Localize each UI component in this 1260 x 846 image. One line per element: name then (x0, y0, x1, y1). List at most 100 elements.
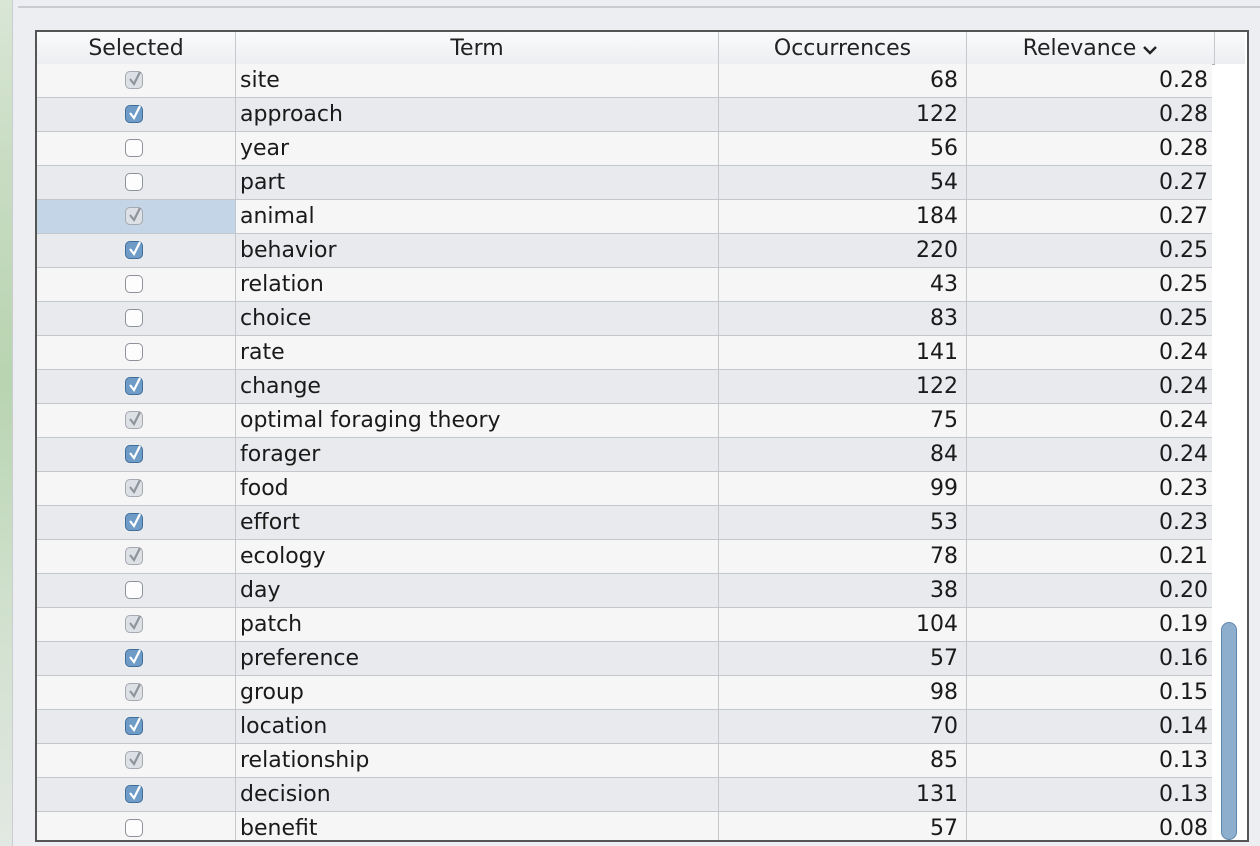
selected-cell (37, 64, 236, 97)
column-header-term-label: Term (450, 36, 504, 61)
table-row[interactable]: patch 104 0.19 (37, 608, 1212, 642)
row-checkbox[interactable] (125, 581, 143, 599)
table-row[interactable]: rate 141 0.24 (37, 336, 1212, 370)
occurrences-cell: 68 (719, 64, 967, 97)
row-checkbox[interactable] (125, 241, 143, 259)
relevance-cell: 0.28 (1159, 102, 1208, 127)
checkmark-icon (129, 717, 141, 733)
table-row[interactable]: optimal foraging theory 75 0.24 (37, 404, 1212, 438)
term-cell: forager (236, 438, 719, 471)
term-cell: food (236, 472, 719, 505)
row-checkbox[interactable] (125, 683, 143, 701)
row-checkbox[interactable] (125, 139, 143, 157)
column-header-term[interactable]: Term (236, 32, 719, 64)
selected-cell (37, 472, 236, 505)
table-row[interactable]: effort 53 0.23 (37, 506, 1212, 540)
table-row[interactable]: benefit 57 0.08 (37, 812, 1212, 840)
selected-cell (37, 574, 236, 607)
row-checkbox[interactable] (125, 819, 143, 837)
relevance-cell: 0.23 (1159, 510, 1208, 535)
occurrences-cell: 131 (719, 778, 967, 811)
table-row[interactable]: forager 84 0.24 (37, 438, 1212, 472)
occurrences-cell: 220 (719, 234, 967, 267)
column-header-relevance-label: Relevance (1022, 36, 1137, 61)
occurrences-cell: 98 (719, 676, 967, 709)
checkmark-icon (129, 615, 141, 631)
chevron-down-icon (1142, 33, 1158, 66)
column-header-occurrences-label: Occurrences (773, 36, 912, 61)
vertical-scrollbar[interactable] (1215, 64, 1245, 840)
row-checkbox[interactable] (125, 207, 143, 225)
row-checkbox[interactable] (125, 513, 143, 531)
relevance-cell: 0.23 (1159, 476, 1208, 501)
term-cell: group (236, 676, 719, 709)
table-row[interactable]: ecology 78 0.21 (37, 540, 1212, 574)
table-row[interactable]: behavior 220 0.25 (37, 234, 1212, 268)
selected-cell (37, 540, 236, 573)
relevance-cell: 0.16 (1159, 646, 1208, 671)
row-checkbox[interactable] (125, 751, 143, 769)
selected-cell (37, 234, 236, 267)
row-checkbox[interactable] (125, 615, 143, 633)
table-row[interactable]: relationship 85 0.13 (37, 744, 1212, 778)
term-cell: year (236, 132, 719, 165)
relevance-cell: 0.21 (1159, 544, 1208, 569)
terms-table: Selected Term Occurrences Relevance site… (35, 30, 1249, 842)
occurrences-cell: 75 (719, 404, 967, 437)
relevance-cell: 0.19 (1159, 612, 1208, 637)
term-cell: location (236, 710, 719, 743)
table-row[interactable]: year 56 0.28 (37, 132, 1212, 166)
row-checkbox[interactable] (125, 479, 143, 497)
table-row[interactable]: site 68 0.28 (37, 64, 1212, 98)
checkmark-icon (129, 649, 141, 665)
relevance-cell: 0.24 (1159, 442, 1208, 467)
table-row[interactable]: decision 131 0.13 (37, 778, 1212, 812)
term-cell: decision (236, 778, 719, 811)
selected-cell (37, 676, 236, 709)
row-checkbox[interactable] (125, 105, 143, 123)
row-checkbox[interactable] (125, 649, 143, 667)
row-checkbox[interactable] (125, 445, 143, 463)
table-row[interactable]: group 98 0.15 (37, 676, 1212, 710)
column-header-relevance[interactable]: Relevance (967, 32, 1215, 64)
row-checkbox[interactable] (125, 377, 143, 395)
table-row[interactable]: change 122 0.24 (37, 370, 1212, 404)
table-row[interactable]: preference 57 0.16 (37, 642, 1212, 676)
occurrences-cell: 56 (719, 132, 967, 165)
term-cell: approach (236, 98, 719, 131)
row-checkbox[interactable] (125, 411, 143, 429)
term-cell: change (236, 370, 719, 403)
table-row[interactable]: animal 184 0.27 (37, 200, 1212, 234)
column-header-selected[interactable]: Selected (37, 32, 236, 64)
relevance-cell: 0.24 (1159, 340, 1208, 365)
table-row[interactable]: day 38 0.20 (37, 574, 1212, 608)
checkmark-icon (129, 683, 141, 699)
row-checkbox[interactable] (125, 309, 143, 327)
table-row[interactable]: location 70 0.14 (37, 710, 1212, 744)
row-checkbox[interactable] (125, 717, 143, 735)
term-cell: ecology (236, 540, 719, 573)
selected-cell (37, 166, 236, 199)
row-checkbox[interactable] (125, 71, 143, 89)
row-checkbox[interactable] (125, 547, 143, 565)
table-row[interactable]: choice 83 0.25 (37, 302, 1212, 336)
table-row[interactable]: food 99 0.23 (37, 472, 1212, 506)
relevance-cell: 0.25 (1159, 238, 1208, 263)
selected-cell (37, 404, 236, 437)
selected-cell (37, 268, 236, 301)
occurrences-cell: 141 (719, 336, 967, 369)
row-checkbox[interactable] (125, 343, 143, 361)
selected-cell (37, 778, 236, 811)
row-checkbox[interactable] (125, 275, 143, 293)
column-header-occurrences[interactable]: Occurrences (719, 32, 967, 64)
table-row[interactable]: part 54 0.27 (37, 166, 1212, 200)
row-checkbox[interactable] (125, 785, 143, 803)
occurrences-cell: 99 (719, 472, 967, 505)
table-row[interactable]: relation 43 0.25 (37, 268, 1212, 302)
scrollbar-thumb[interactable] (1221, 622, 1237, 840)
occurrences-cell: 78 (719, 540, 967, 573)
checkmark-icon (129, 207, 141, 223)
selected-cell (37, 506, 236, 539)
row-checkbox[interactable] (125, 173, 143, 191)
table-row[interactable]: approach 122 0.28 (37, 98, 1212, 132)
